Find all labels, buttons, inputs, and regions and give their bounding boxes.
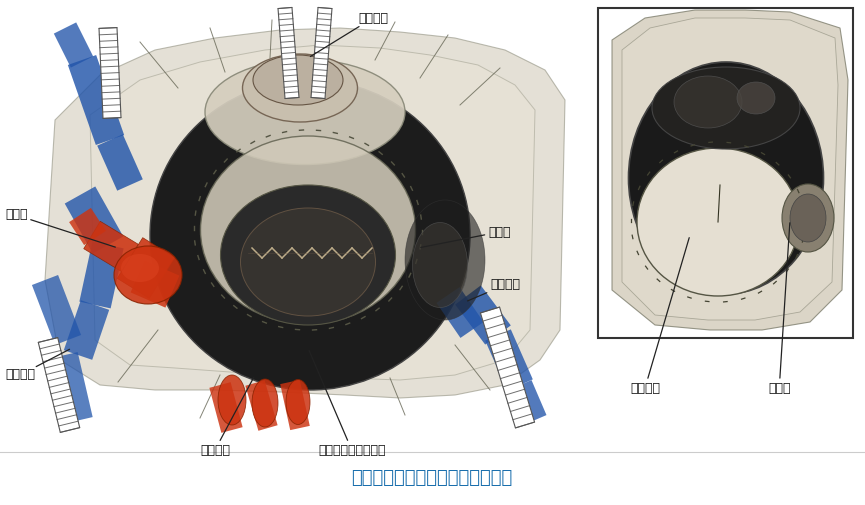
FancyBboxPatch shape bbox=[598, 8, 853, 338]
Text: 三尖瓣: 三尖瓣 bbox=[768, 223, 791, 394]
Ellipse shape bbox=[240, 208, 375, 316]
Polygon shape bbox=[65, 186, 124, 254]
Ellipse shape bbox=[114, 246, 182, 304]
Ellipse shape bbox=[205, 60, 405, 165]
Polygon shape bbox=[280, 380, 310, 430]
Ellipse shape bbox=[652, 67, 800, 149]
Polygon shape bbox=[64, 300, 109, 360]
Polygon shape bbox=[54, 22, 93, 68]
Polygon shape bbox=[485, 329, 533, 391]
Polygon shape bbox=[455, 285, 511, 344]
Polygon shape bbox=[90, 45, 535, 380]
Ellipse shape bbox=[150, 80, 470, 390]
Polygon shape bbox=[509, 380, 547, 425]
Polygon shape bbox=[32, 275, 81, 345]
Ellipse shape bbox=[737, 82, 775, 114]
Polygon shape bbox=[80, 241, 124, 309]
Polygon shape bbox=[622, 18, 838, 320]
Ellipse shape bbox=[790, 194, 826, 242]
Polygon shape bbox=[246, 380, 278, 431]
Ellipse shape bbox=[253, 55, 343, 105]
Polygon shape bbox=[209, 382, 242, 433]
Text: 原发孔型房间隔缺损修补术示意图: 原发孔型房间隔缺损修补术示意图 bbox=[351, 469, 513, 487]
Ellipse shape bbox=[286, 379, 310, 425]
Polygon shape bbox=[97, 134, 143, 191]
Polygon shape bbox=[38, 338, 80, 432]
Polygon shape bbox=[311, 8, 332, 98]
Ellipse shape bbox=[637, 148, 799, 296]
Polygon shape bbox=[53, 352, 93, 423]
Ellipse shape bbox=[221, 185, 395, 325]
Ellipse shape bbox=[413, 223, 467, 308]
Ellipse shape bbox=[201, 136, 415, 324]
Text: 关闭二尖瓣前尖裂缺: 关闭二尖瓣前尖裂缺 bbox=[309, 350, 386, 457]
Polygon shape bbox=[118, 238, 175, 298]
Ellipse shape bbox=[782, 184, 834, 252]
Polygon shape bbox=[84, 221, 138, 272]
Text: 心包补片: 心包补片 bbox=[311, 12, 388, 57]
Polygon shape bbox=[131, 261, 179, 308]
Polygon shape bbox=[480, 307, 535, 428]
Ellipse shape bbox=[242, 54, 357, 122]
Text: 上腔静脉: 上腔静脉 bbox=[5, 349, 69, 381]
Ellipse shape bbox=[674, 76, 742, 128]
Ellipse shape bbox=[252, 379, 278, 427]
Text: 心包补片: 心包补片 bbox=[630, 238, 689, 394]
Polygon shape bbox=[278, 8, 299, 98]
Polygon shape bbox=[437, 287, 484, 338]
Text: 房室结: 房室结 bbox=[420, 226, 510, 247]
Ellipse shape bbox=[405, 200, 485, 320]
Polygon shape bbox=[612, 10, 848, 330]
Polygon shape bbox=[69, 208, 106, 245]
Text: 主动脉: 主动脉 bbox=[5, 209, 115, 247]
Text: 下腔静脉: 下腔静脉 bbox=[468, 278, 520, 301]
Ellipse shape bbox=[218, 375, 246, 425]
Ellipse shape bbox=[629, 62, 823, 294]
Text: 右肺静脉: 右肺静脉 bbox=[200, 377, 253, 457]
Polygon shape bbox=[67, 55, 125, 145]
Polygon shape bbox=[99, 28, 121, 118]
Polygon shape bbox=[45, 28, 565, 398]
Ellipse shape bbox=[121, 254, 159, 282]
